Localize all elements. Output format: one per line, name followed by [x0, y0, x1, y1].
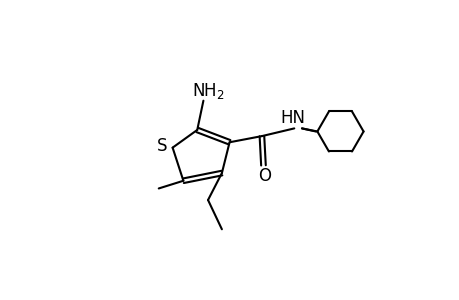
Text: HN: HN — [280, 109, 305, 127]
Text: O: O — [257, 167, 270, 185]
Text: S: S — [156, 137, 167, 155]
Text: NH$_2$: NH$_2$ — [191, 81, 224, 101]
